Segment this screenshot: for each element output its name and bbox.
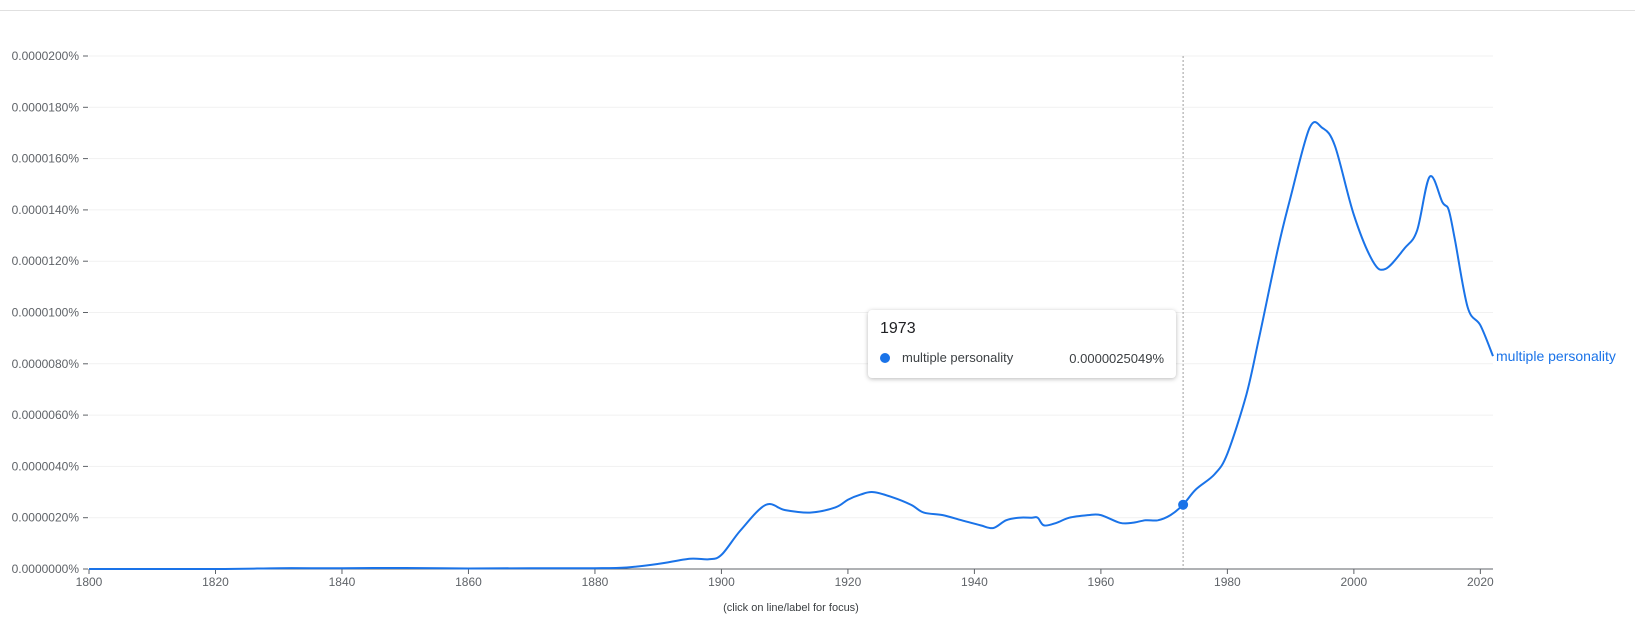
y-tick-label: 0.0000140% [12, 203, 80, 217]
x-tick-label: 1900 [708, 575, 735, 589]
y-tick-label: 0.0000100% [12, 306, 80, 320]
x-tick-label: 1920 [835, 575, 862, 589]
y-tick-label: 0.0000200% [12, 49, 80, 63]
x-tick-label: 1800 [76, 575, 103, 589]
hover-point [1178, 499, 1189, 510]
tooltip-row: multiple personality 0.0000025049% [880, 350, 1164, 368]
y-tick-label: 0.0000020% [12, 511, 80, 525]
y-tick-label: 0.0000080% [12, 357, 80, 371]
y-tick-label: 0.0000160% [12, 152, 80, 166]
series-line[interactable] [88, 120, 1494, 571]
series-group[interactable]: multiple personality [88, 120, 1616, 571]
y-tick-label: 0.0000060% [12, 408, 80, 422]
grid [89, 55, 1493, 519]
x-tick-label: 1860 [455, 575, 482, 589]
x-tick-label: 1940 [961, 575, 988, 589]
y-tick-label: 0.0000000% [12, 562, 80, 576]
focus-hint: (click on line/label for focus) [723, 602, 859, 614]
x-axis: 1800 1820 1840 1860 1880 1900 1920 1940 1960 1980… [76, 568, 1494, 589]
hover-tooltip: 1973 multiple personality 0.0000025049% [868, 310, 1176, 378]
x-tick-label: 1880 [582, 575, 609, 589]
y-tick-label: 0.0000120% [12, 254, 80, 268]
x-tick-label: 1980 [1214, 575, 1241, 589]
y-axis: 0.0000000% 0.0000020% 0.0000040% 0.0000060%… [12, 49, 88, 576]
x-tick-label: 2000 [1341, 575, 1368, 589]
tooltip-value: 0.0000025049% [1069, 351, 1164, 366]
x-tick-label: 2020 [1467, 575, 1494, 589]
x-tick-label: 1820 [202, 575, 229, 589]
x-tick-label: 1960 [1088, 575, 1115, 589]
y-tick-label: 0.0000040% [12, 459, 80, 473]
tooltip-series-name: multiple personality [902, 350, 1014, 365]
series-end-label[interactable]: multiple personality [1496, 348, 1616, 364]
x-tick-label: 1840 [329, 575, 356, 589]
tooltip-year: 1973 [880, 320, 916, 337]
y-tick-label: 0.0000180% [12, 100, 80, 114]
series-color-dot [880, 353, 890, 363]
top-divider [0, 10, 1635, 11]
